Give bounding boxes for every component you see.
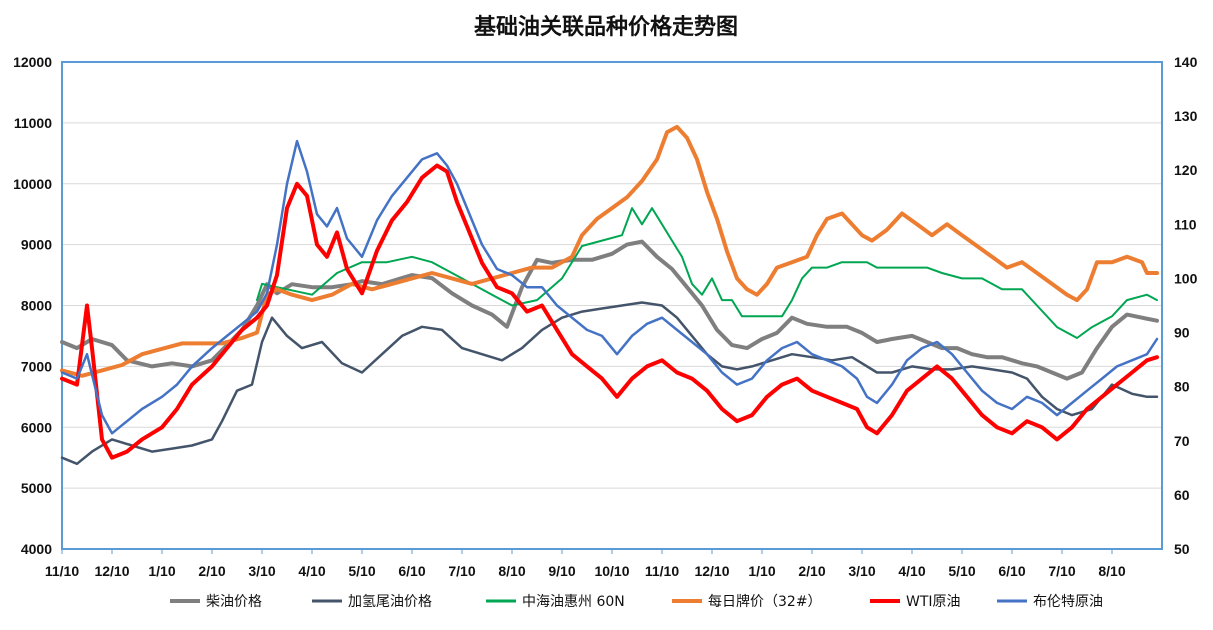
series-lines xyxy=(60,124,1159,466)
legend: 柴油价格 加氢尾油价格 中海油惠州 60N 每日牌价（32#） WTI原油 布伦特原油 xyxy=(170,593,1103,610)
x-tick-label: 1/10 xyxy=(148,563,175,579)
gridlines xyxy=(62,61,1162,550)
right-tick-label: 60 xyxy=(1174,487,1190,503)
x-tick-label: 3/10 xyxy=(848,563,875,579)
right-tick-label: 70 xyxy=(1174,433,1190,449)
x-tick-label: 2/10 xyxy=(798,563,825,579)
x-tick-label: 11/10 xyxy=(45,563,79,579)
left-tick-label: 10000 xyxy=(13,176,52,192)
left-tick-label: 9000 xyxy=(21,237,52,253)
right-tick-label: 110 xyxy=(1174,216,1197,232)
right-axis-ticks: 50 60 70 80 90 100 110 120 130 140 xyxy=(1174,54,1198,557)
series-line-3 xyxy=(60,124,1159,378)
right-tick-label: 80 xyxy=(1174,379,1190,395)
x-axis-ticks: 11/10 12/10 1/10 2/10 3/10 4/10 5/10 6/10 7/10 8/… xyxy=(45,549,1126,579)
right-tick-label: 140 xyxy=(1174,54,1198,70)
left-tick-label: 5000 xyxy=(21,480,52,496)
x-tick-label: 12/10 xyxy=(94,563,129,579)
right-tick-label: 90 xyxy=(1174,325,1190,341)
legend-label: WTI原油 xyxy=(906,594,961,610)
legend-label: 布伦特原油 xyxy=(1033,594,1103,610)
series-line-4 xyxy=(60,163,1159,460)
x-tick-label: 3/10 xyxy=(248,563,275,579)
left-tick-label: 12000 xyxy=(13,54,52,70)
x-tick-label: 7/10 xyxy=(1048,563,1075,579)
x-tick-label: 7/10 xyxy=(448,563,475,579)
x-tick-label: 6/10 xyxy=(998,563,1025,579)
legend-label: 中海油惠州 60N xyxy=(522,594,625,610)
x-tick-label: 1/10 xyxy=(748,563,775,579)
left-tick-label: 4000 xyxy=(21,541,52,557)
x-tick-label: 8/10 xyxy=(498,563,525,579)
left-tick-label: 8000 xyxy=(21,298,52,314)
x-tick-label: 8/10 xyxy=(1098,563,1125,579)
series-line-1 xyxy=(60,301,1159,466)
series-line-0 xyxy=(60,239,1159,381)
x-tick-label: 12/10 xyxy=(694,563,729,579)
right-tick-label: 120 xyxy=(1174,162,1198,178)
chart-title: 基础油关联品种价格走势图 xyxy=(474,14,738,40)
x-tick-label: 6/10 xyxy=(398,563,425,579)
legend-label: 加氢尾油价格 xyxy=(348,594,432,610)
right-tick-label: 100 xyxy=(1174,270,1198,286)
x-tick-label: 10/10 xyxy=(594,563,629,579)
x-tick-label: 2/10 xyxy=(198,563,225,579)
legend-label: 每日牌价（32#） xyxy=(708,593,822,610)
x-tick-label: 5/10 xyxy=(348,563,375,579)
left-axis-ticks: 4000 5000 6000 7000 8000 9000 10000 11000 12000 xyxy=(13,54,52,557)
right-tick-label: 50 xyxy=(1174,541,1190,557)
x-tick-label: 4/10 xyxy=(298,563,325,579)
x-tick-label: 5/10 xyxy=(948,563,975,579)
left-tick-label: 6000 xyxy=(21,419,52,435)
x-tick-label: 9/10 xyxy=(548,563,575,579)
legend-label: 柴油价格 xyxy=(206,594,262,610)
series-line-2 xyxy=(256,207,1158,339)
series-line-5 xyxy=(60,139,1159,435)
x-tick-label: 11/10 xyxy=(645,563,679,579)
left-tick-label: 11000 xyxy=(14,115,52,131)
x-tick-label: 4/10 xyxy=(898,563,925,579)
right-tick-label: 130 xyxy=(1174,108,1198,124)
left-tick-label: 7000 xyxy=(21,358,52,374)
